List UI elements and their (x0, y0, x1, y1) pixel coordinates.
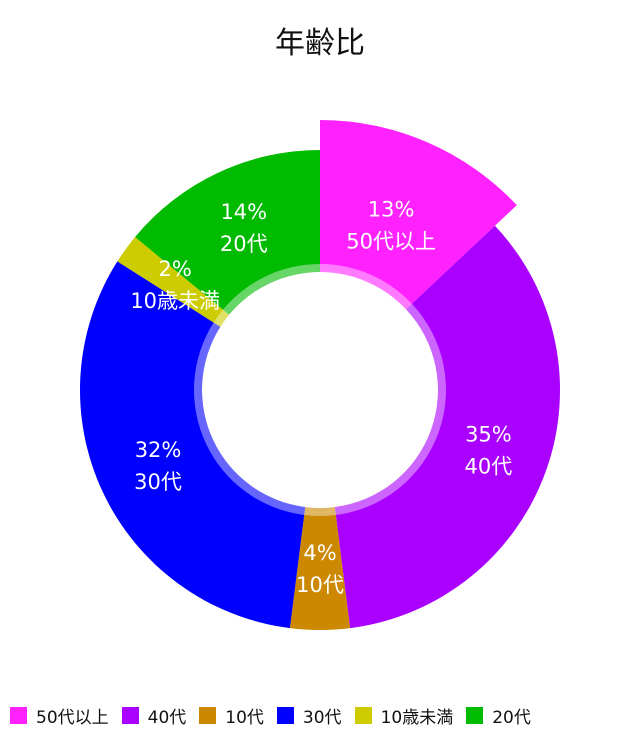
slice-4 (117, 237, 230, 327)
slice-value-label-4: 2% (159, 257, 192, 281)
chart-title: 年齢比 (275, 26, 365, 61)
legend-label: 20代 (492, 707, 531, 728)
inner-ring-segment-4 (213, 309, 230, 327)
slice-3 (79, 261, 306, 629)
inner-ring-segment-0 (320, 264, 412, 310)
legend-item-3: 30代 (276, 703, 342, 728)
slice-value-label-1: 35% (465, 423, 512, 447)
legend-swatch (10, 706, 27, 724)
legend-label: 10歳未満 (380, 707, 454, 728)
slice-category-label-0: 50代以上 (346, 230, 436, 254)
legend-swatch (466, 706, 484, 724)
slice-value-label-2: 4% (303, 541, 336, 565)
legend-swatch (354, 706, 372, 724)
inner-ring (193, 264, 447, 517)
legend-label: 50代以上 (36, 707, 109, 728)
slice-value-label-3: 32% (135, 438, 182, 462)
donut-chart: 13% 50代以上 35% 40代 4% 10代 32% 30代 2% 10歳未満 14% 20代 (79, 120, 561, 631)
legend-swatch (199, 706, 217, 724)
legend-label: 40代 (147, 707, 187, 728)
inner-ring-segment-2 (304, 507, 336, 517)
labels-layer: 13% 50代以上 35% 40代 4% 10代 32% 30代 2% 10歳未満 14% 20代 (130, 198, 512, 597)
inner-ring-segment-3 (193, 322, 306, 516)
slice-category-label-4: 10歳未満 (130, 289, 220, 313)
legend-item-1: 40代 (121, 703, 187, 728)
slice-1 (334, 225, 561, 629)
legend-label: 10代 (225, 707, 264, 728)
slice-category-label-2: 10代 (296, 573, 344, 597)
slice-5 (135, 150, 320, 315)
legend-swatch (276, 706, 294, 724)
inner-ring-segment-1 (334, 303, 447, 516)
legend-item-2: 10代 (199, 703, 264, 728)
slice-category-label-1: 40代 (465, 455, 513, 479)
slices-layer (79, 120, 561, 631)
slice-0 (320, 120, 517, 310)
legend-item-5: 20代 (466, 703, 531, 728)
legend: 50代以上 40代 10代 30代 10歳未満 20代 (10, 703, 544, 728)
slice-value-label-5: 14% (220, 200, 267, 224)
slice-category-label-5: 20代 (220, 232, 268, 256)
legend-swatch (121, 706, 139, 724)
slice-2 (289, 507, 351, 631)
inner-ring-segment-5 (222, 264, 320, 315)
legend-item-4: 10歳未満 (354, 703, 454, 728)
slice-category-label-3: 30代 (134, 470, 182, 494)
legend-item-0: 50代以上 (10, 703, 109, 728)
legend-label: 30代 (302, 707, 342, 728)
slice-value-label-0: 13% (368, 198, 415, 222)
